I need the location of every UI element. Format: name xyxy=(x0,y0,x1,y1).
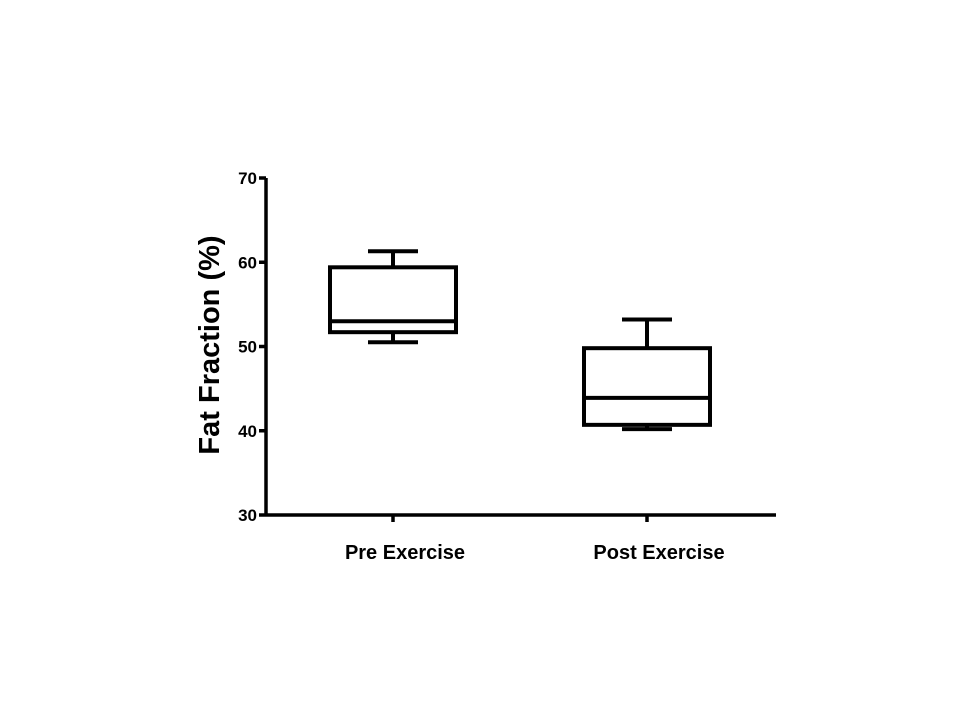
y-tick-label: 40 xyxy=(238,422,257,441)
box-series xyxy=(328,249,712,432)
x-category-label: Post Exercise xyxy=(593,542,724,564)
box-post-exercise xyxy=(582,317,712,432)
y-tick-label: 30 xyxy=(238,506,257,525)
x-axis: Pre Exercise Post Exercise xyxy=(266,513,776,564)
y-tick-label: 50 xyxy=(238,338,257,357)
y-tick-label: 70 xyxy=(238,169,257,188)
y-axis-title: Fat Fraction (%) xyxy=(194,235,226,454)
interquartile-box xyxy=(582,346,712,427)
x-category-label: Pre Exercise xyxy=(345,542,465,564)
box-pre-exercise xyxy=(328,249,458,345)
y-axis: 30 40 50 60 70 xyxy=(238,169,268,525)
y-tick-label: 60 xyxy=(238,253,257,272)
